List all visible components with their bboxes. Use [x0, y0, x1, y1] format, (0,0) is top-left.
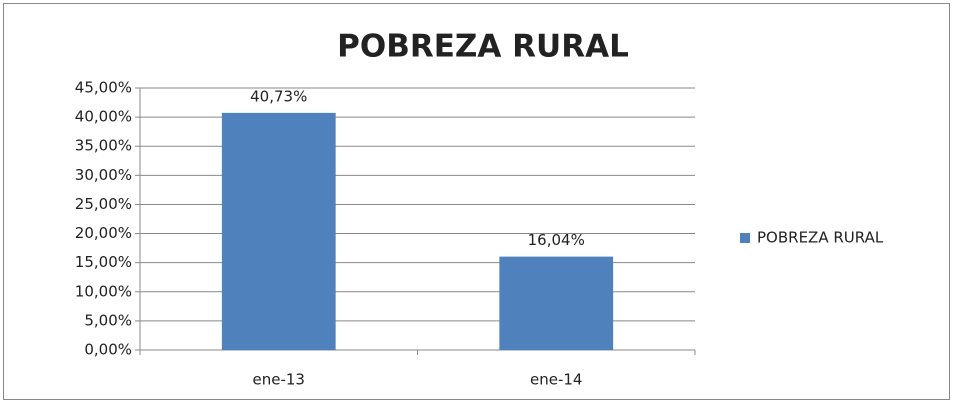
chart-title: POBREZA RURAL: [337, 29, 629, 65]
y-tick-label: 35,00%: [75, 137, 132, 155]
data-label: 40,73%: [250, 87, 307, 105]
legend-swatch: [740, 233, 750, 243]
x-tick-label: ene-13: [253, 371, 305, 389]
legend-label: POBREZA RURAL: [757, 229, 884, 247]
bar: [221, 112, 336, 350]
y-tick-label: 30,00%: [75, 166, 132, 184]
y-tick-label: 45,00%: [75, 79, 132, 97]
chart-border: [3, 3, 950, 400]
y-tick-label: 40,00%: [75, 108, 132, 126]
y-tick-label: 20,00%: [75, 224, 132, 242]
y-tick-label: 25,00%: [75, 195, 132, 213]
bar: [499, 256, 614, 350]
y-tick-label: 10,00%: [75, 282, 132, 300]
y-tick-label: 5,00%: [84, 311, 132, 329]
y-tick-label: 0,00%: [84, 341, 132, 359]
x-tick-label: ene-14: [530, 371, 582, 389]
data-label: 16,04%: [528, 231, 585, 249]
y-tick-label: 15,00%: [75, 253, 132, 271]
